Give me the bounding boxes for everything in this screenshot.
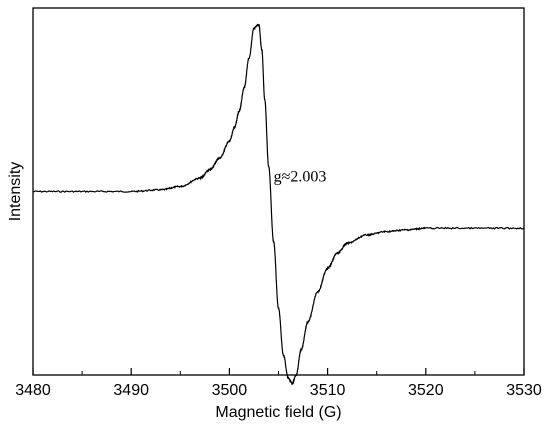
y-axis-label: Intensity — [7, 162, 24, 222]
x-axis-tick-labels: 3480 3490 3500 3510 3520 3530 — [15, 382, 542, 399]
x-tick-label: 3520 — [408, 382, 444, 399]
spectrum-line — [32, 23, 525, 386]
x-tick-label: 3480 — [15, 382, 51, 399]
x-tick-label: 3500 — [212, 382, 248, 399]
g-value-annotation: g≈2.003 — [274, 168, 327, 185]
x-axis-label: Magnetic field (G) — [215, 404, 341, 421]
x-tick-label: 3490 — [113, 382, 149, 399]
x-tick-label: 3510 — [310, 382, 346, 399]
x-tick-label: 3530 — [506, 382, 542, 399]
x-axis-ticks — [32, 368, 525, 375]
